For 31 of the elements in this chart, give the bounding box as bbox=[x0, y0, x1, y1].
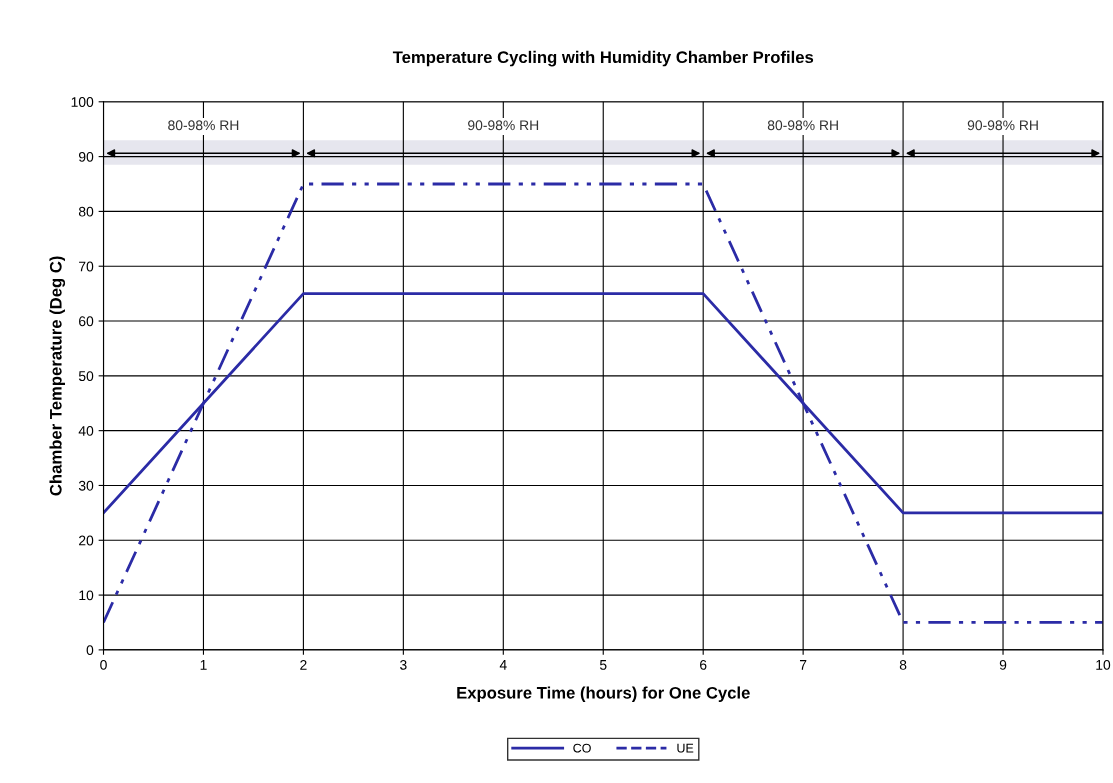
x-tick-label: 5 bbox=[599, 660, 607, 670]
y-tick-label: 10 bbox=[79, 590, 94, 601]
chart-title: Temperature Cycling with Humidity Chamber Profiles bbox=[392, 50, 814, 67]
x-tick-label: 8 bbox=[899, 659, 907, 670]
y-tick-label: 20 bbox=[79, 535, 94, 546]
y-tick-label: 80 bbox=[78, 206, 94, 217]
y-tick-label: 40 bbox=[78, 425, 94, 436]
band-label: 80-98% RH bbox=[767, 120, 838, 131]
band-label: 80-98% RH bbox=[168, 120, 239, 131]
band-label: 90-98% RH bbox=[967, 120, 1038, 131]
y-tick-label: 30 bbox=[78, 480, 94, 491]
legend-label: CO bbox=[573, 743, 591, 753]
x-tick-label: 3 bbox=[400, 659, 407, 670]
y-axis-title: Chamber Temperature (Deg C) bbox=[49, 256, 66, 496]
y-tick-label: 0 bbox=[86, 645, 94, 656]
x-tick-label: 6 bbox=[700, 659, 707, 670]
y-tick-label: 100 bbox=[71, 97, 94, 107]
x-tick-label: 7 bbox=[799, 660, 807, 670]
x-tick-label: 4 bbox=[499, 660, 507, 670]
band-label: 90-98% RH bbox=[468, 120, 539, 131]
x-axis-title: Exposure Time (hours) for One Cycle bbox=[457, 686, 750, 702]
x-tick-label: 2 bbox=[300, 659, 307, 670]
legend-label: UE bbox=[677, 743, 694, 753]
y-tick-label: 50 bbox=[78, 371, 94, 382]
x-tick-label: 10 bbox=[1096, 659, 1111, 670]
x-tick-label: 9 bbox=[999, 659, 1007, 670]
y-tick-label: 60 bbox=[79, 316, 94, 327]
x-tick-label: 1 bbox=[200, 660, 207, 670]
x-tick-label: 0 bbox=[100, 659, 107, 670]
y-tick-label: 70 bbox=[79, 261, 94, 272]
y-tick-label: 90 bbox=[78, 151, 94, 162]
